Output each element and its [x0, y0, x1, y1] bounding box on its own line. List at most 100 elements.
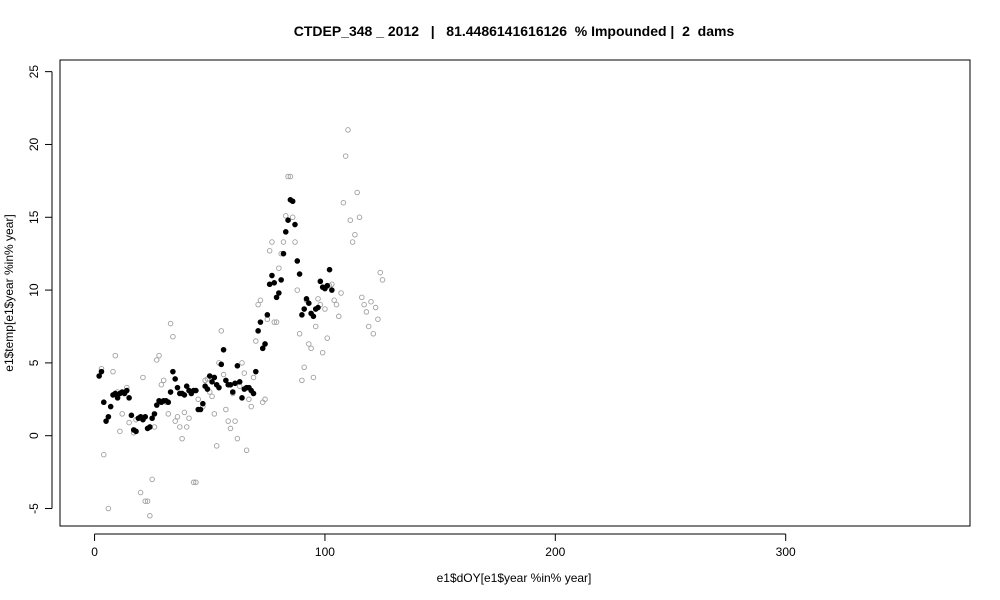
data-point-filled	[103, 418, 109, 424]
data-point-filled	[326, 266, 333, 273]
data-point-open	[287, 173, 294, 180]
data-point-open	[241, 370, 248, 376]
data-point-filled	[220, 346, 227, 353]
data-point-open	[137, 489, 144, 496]
data-point-open	[370, 331, 377, 337]
data-point-filled	[239, 395, 245, 401]
data-point-open	[101, 451, 107, 458]
data-point-filled	[114, 395, 121, 401]
data-point-open	[167, 320, 174, 327]
data-point-open	[359, 294, 365, 301]
data-point-open	[294, 287, 301, 293]
data-point-filled	[200, 400, 206, 407]
data-point-open	[227, 425, 234, 432]
data-point-open	[172, 418, 178, 424]
data-point-filled	[273, 294, 280, 301]
data-point-open	[160, 377, 167, 384]
data-point-open	[365, 323, 372, 330]
data-point-filled	[310, 313, 317, 320]
data-point-open	[347, 217, 354, 223]
data-point-filled	[153, 402, 160, 408]
data-point-open	[299, 377, 305, 384]
data-point-filled	[165, 399, 172, 406]
data-point-open	[165, 411, 172, 417]
data-point-open	[225, 418, 231, 424]
data-point-filled	[172, 376, 178, 382]
data-point-filled	[259, 345, 266, 352]
data-point-filled	[126, 395, 132, 401]
data-point-open	[340, 199, 347, 206]
data-point-open	[356, 214, 363, 221]
data-point-filled	[285, 217, 291, 223]
data-point-filled	[257, 319, 264, 325]
data-point-open	[174, 414, 181, 420]
data-point-open	[151, 424, 158, 430]
data-point-filled	[280, 250, 287, 257]
data-point-open	[262, 396, 268, 403]
data-point-open	[209, 393, 215, 400]
data-point-open	[273, 319, 280, 325]
data-point-open	[140, 374, 146, 381]
data-point-open	[338, 290, 344, 296]
data-point-filled	[147, 424, 153, 430]
x-tick-label: 200	[545, 545, 565, 559]
y-tick-label: 25	[27, 65, 41, 79]
data-point-filled	[301, 306, 308, 312]
data-point-filled	[234, 363, 241, 369]
data-point-filled	[276, 290, 282, 296]
data-point-filled	[170, 368, 176, 375]
data-point-filled	[107, 403, 114, 410]
data-point-open	[158, 381, 165, 388]
data-point-open	[306, 341, 312, 347]
data-point-open	[363, 309, 370, 315]
data-point-open	[177, 424, 183, 430]
x-tick-label: 100	[315, 545, 335, 559]
y-tick-label: 20	[27, 137, 41, 151]
data-point-filled	[149, 415, 155, 422]
data-point-open	[331, 297, 337, 304]
data-point-open	[319, 349, 326, 356]
data-point-filled	[294, 258, 301, 264]
data-point-filled	[229, 389, 236, 395]
data-point-open	[223, 406, 229, 413]
data-point-filled	[317, 278, 324, 285]
data-point-open	[211, 411, 218, 417]
data-point-open	[144, 498, 151, 504]
x-tick-label: 0	[91, 545, 98, 559]
data-point-open	[322, 306, 328, 312]
data-point-open	[183, 424, 190, 430]
data-point-filled	[292, 221, 298, 228]
data-point-open	[119, 411, 125, 417]
data-point-open	[352, 231, 358, 238]
y-tick-label: 5	[27, 359, 41, 366]
data-point-open	[289, 214, 296, 221]
data-point-filled	[128, 412, 135, 419]
data-point-filled	[167, 389, 174, 395]
data-point-filled	[204, 386, 211, 392]
data-point-filled	[255, 328, 261, 334]
data-point-filled	[262, 341, 268, 347]
data-point-filled	[218, 361, 225, 368]
y-axis: -5 0 5 10 15 20 25	[27, 65, 53, 514]
data-point-open	[112, 352, 119, 359]
data-point-open	[257, 297, 264, 304]
data-point-open	[156, 352, 162, 359]
data-point-open	[296, 331, 303, 337]
data-point-open	[379, 277, 386, 283]
data-point-open	[195, 396, 201, 403]
data-point-open	[220, 371, 227, 378]
data-point-open	[213, 443, 220, 449]
data-point-filled	[105, 413, 112, 420]
data-point-open	[117, 428, 123, 435]
data-point-open	[179, 435, 185, 442]
data-point-open	[170, 333, 176, 340]
data-point-open	[246, 396, 252, 403]
data-point-open	[248, 403, 254, 410]
plot-frame	[59, 59, 971, 527]
data-point-open	[345, 127, 351, 133]
data-point-open	[269, 239, 275, 245]
data-point-filled	[264, 312, 271, 318]
data-point-filled	[193, 387, 199, 394]
data-point-filled	[197, 406, 204, 413]
data-point-open	[142, 498, 148, 504]
